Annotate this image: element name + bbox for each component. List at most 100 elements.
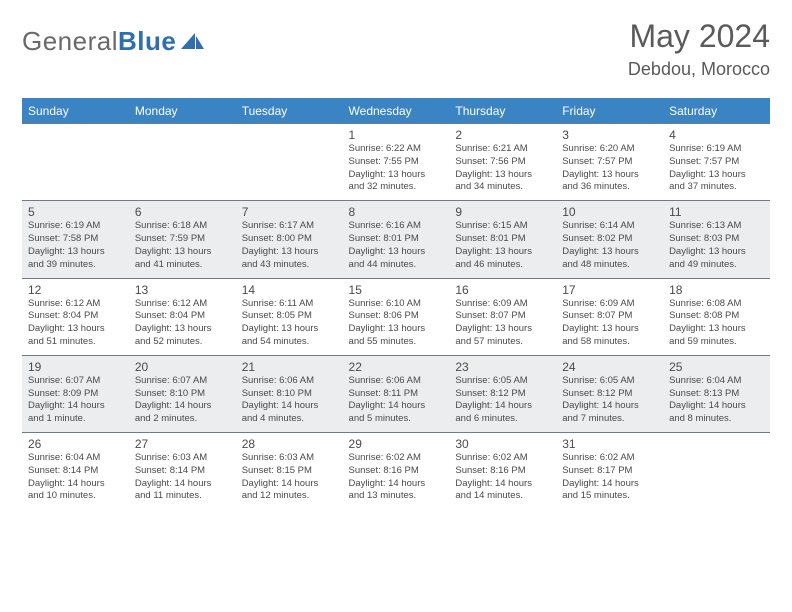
daylight-text-2: and 5 minutes. (349, 413, 444, 426)
day-info: Sunrise: 6:09 AMSunset: 8:07 PMDaylight:… (562, 298, 657, 349)
daylight-text-1: Daylight: 13 hours (562, 246, 657, 259)
day-info: Sunrise: 6:19 AMSunset: 7:57 PMDaylight:… (669, 143, 764, 194)
sunset-text: Sunset: 8:12 PM (455, 388, 550, 401)
sunset-text: Sunset: 8:00 PM (242, 233, 337, 246)
sunset-text: Sunset: 8:15 PM (242, 465, 337, 478)
daylight-text-1: Daylight: 14 hours (455, 478, 550, 491)
day-info: Sunrise: 6:05 AMSunset: 8:12 PMDaylight:… (455, 375, 550, 426)
sunset-text: Sunset: 8:12 PM (562, 388, 657, 401)
page-header: GeneralBlue May 2024 Debdou, Morocco (22, 18, 770, 80)
calendar-week-row: 12Sunrise: 6:12 AMSunset: 8:04 PMDayligh… (22, 278, 770, 355)
calendar-empty-cell (236, 124, 343, 201)
sunset-text: Sunset: 8:13 PM (669, 388, 764, 401)
sunset-text: Sunset: 8:11 PM (349, 388, 444, 401)
sunrise-text: Sunrise: 6:18 AM (135, 220, 230, 233)
calendar-empty-cell (22, 124, 129, 201)
calendar-day-cell: 30Sunrise: 6:02 AMSunset: 8:16 PMDayligh… (449, 433, 556, 510)
sunset-text: Sunset: 8:14 PM (28, 465, 123, 478)
day-number: 23 (455, 360, 550, 374)
daylight-text-1: Daylight: 14 hours (135, 400, 230, 413)
day-info: Sunrise: 6:15 AMSunset: 8:01 PMDaylight:… (455, 220, 550, 271)
calendar-day-cell: 20Sunrise: 6:07 AMSunset: 8:10 PMDayligh… (129, 355, 236, 432)
day-info: Sunrise: 6:09 AMSunset: 8:07 PMDaylight:… (455, 298, 550, 349)
day-number: 1 (349, 128, 444, 142)
weekday-header: Friday (556, 99, 663, 124)
sunrise-text: Sunrise: 6:10 AM (349, 298, 444, 311)
sunrise-text: Sunrise: 6:11 AM (242, 298, 337, 311)
day-info: Sunrise: 6:11 AMSunset: 8:05 PMDaylight:… (242, 298, 337, 349)
sunrise-text: Sunrise: 6:08 AM (669, 298, 764, 311)
day-info: Sunrise: 6:14 AMSunset: 8:02 PMDaylight:… (562, 220, 657, 271)
sunrise-text: Sunrise: 6:21 AM (455, 143, 550, 156)
sunset-text: Sunset: 8:17 PM (562, 465, 657, 478)
sunrise-text: Sunrise: 6:17 AM (242, 220, 337, 233)
day-number: 16 (455, 283, 550, 297)
sunrise-text: Sunrise: 6:03 AM (242, 452, 337, 465)
sunrise-text: Sunrise: 6:02 AM (562, 452, 657, 465)
sunrise-text: Sunrise: 6:05 AM (562, 375, 657, 388)
day-info: Sunrise: 6:03 AMSunset: 8:15 PMDaylight:… (242, 452, 337, 503)
day-number: 17 (562, 283, 657, 297)
daylight-text-1: Daylight: 13 hours (349, 323, 444, 336)
day-number: 25 (669, 360, 764, 374)
calendar-day-cell: 10Sunrise: 6:14 AMSunset: 8:02 PMDayligh… (556, 201, 663, 278)
sunrise-text: Sunrise: 6:22 AM (349, 143, 444, 156)
calendar-day-cell: 11Sunrise: 6:13 AMSunset: 8:03 PMDayligh… (663, 201, 770, 278)
daylight-text-1: Daylight: 13 hours (455, 169, 550, 182)
calendar-day-cell: 7Sunrise: 6:17 AMSunset: 8:00 PMDaylight… (236, 201, 343, 278)
day-info: Sunrise: 6:05 AMSunset: 8:12 PMDaylight:… (562, 375, 657, 426)
daylight-text-2: and 8 minutes. (669, 413, 764, 426)
sunset-text: Sunset: 8:05 PM (242, 310, 337, 323)
day-number: 8 (349, 205, 444, 219)
sunset-text: Sunset: 8:02 PM (562, 233, 657, 246)
sunset-text: Sunset: 7:55 PM (349, 156, 444, 169)
sunset-text: Sunset: 8:01 PM (349, 233, 444, 246)
weekday-header: Thursday (449, 99, 556, 124)
day-info: Sunrise: 6:07 AMSunset: 8:09 PMDaylight:… (28, 375, 123, 426)
calendar-day-cell: 9Sunrise: 6:15 AMSunset: 8:01 PMDaylight… (449, 201, 556, 278)
calendar-day-cell: 25Sunrise: 6:04 AMSunset: 8:13 PMDayligh… (663, 355, 770, 432)
weekday-header: Tuesday (236, 99, 343, 124)
day-info: Sunrise: 6:04 AMSunset: 8:13 PMDaylight:… (669, 375, 764, 426)
daylight-text-1: Daylight: 14 hours (28, 478, 123, 491)
day-info: Sunrise: 6:06 AMSunset: 8:11 PMDaylight:… (349, 375, 444, 426)
sunrise-text: Sunrise: 6:16 AM (349, 220, 444, 233)
daylight-text-2: and 1 minute. (28, 413, 123, 426)
day-number: 18 (669, 283, 764, 297)
sunrise-text: Sunrise: 6:04 AM (669, 375, 764, 388)
calendar-day-cell: 19Sunrise: 6:07 AMSunset: 8:09 PMDayligh… (22, 355, 129, 432)
day-info: Sunrise: 6:21 AMSunset: 7:56 PMDaylight:… (455, 143, 550, 194)
daylight-text-2: and 37 minutes. (669, 181, 764, 194)
sunset-text: Sunset: 8:16 PM (455, 465, 550, 478)
day-number: 31 (562, 437, 657, 451)
daylight-text-2: and 57 minutes. (455, 336, 550, 349)
sunrise-text: Sunrise: 6:13 AM (669, 220, 764, 233)
calendar-day-cell: 5Sunrise: 6:19 AMSunset: 7:58 PMDaylight… (22, 201, 129, 278)
sunset-text: Sunset: 7:57 PM (669, 156, 764, 169)
calendar-day-cell: 22Sunrise: 6:06 AMSunset: 8:11 PMDayligh… (343, 355, 450, 432)
sunset-text: Sunset: 8:01 PM (455, 233, 550, 246)
calendar-day-cell: 4Sunrise: 6:19 AMSunset: 7:57 PMDaylight… (663, 124, 770, 201)
sunrise-text: Sunrise: 6:15 AM (455, 220, 550, 233)
calendar-empty-cell (129, 124, 236, 201)
day-number: 9 (455, 205, 550, 219)
daylight-text-2: and 12 minutes. (242, 490, 337, 503)
calendar-day-cell: 24Sunrise: 6:05 AMSunset: 8:12 PMDayligh… (556, 355, 663, 432)
sunrise-text: Sunrise: 6:09 AM (562, 298, 657, 311)
daylight-text-1: Daylight: 14 hours (242, 478, 337, 491)
calendar-week-row: 1Sunrise: 6:22 AMSunset: 7:55 PMDaylight… (22, 124, 770, 201)
sunset-text: Sunset: 7:56 PM (455, 156, 550, 169)
daylight-text-1: Daylight: 13 hours (455, 246, 550, 259)
day-number: 27 (135, 437, 230, 451)
calendar-table: SundayMondayTuesdayWednesdayThursdayFrid… (22, 98, 770, 509)
daylight-text-2: and 2 minutes. (135, 413, 230, 426)
daylight-text-1: Daylight: 14 hours (349, 478, 444, 491)
day-info: Sunrise: 6:22 AMSunset: 7:55 PMDaylight:… (349, 143, 444, 194)
calendar-day-cell: 8Sunrise: 6:16 AMSunset: 8:01 PMDaylight… (343, 201, 450, 278)
calendar-day-cell: 18Sunrise: 6:08 AMSunset: 8:08 PMDayligh… (663, 278, 770, 355)
day-number: 2 (455, 128, 550, 142)
day-info: Sunrise: 6:02 AMSunset: 8:16 PMDaylight:… (455, 452, 550, 503)
sunset-text: Sunset: 8:16 PM (349, 465, 444, 478)
day-number: 30 (455, 437, 550, 451)
daylight-text-1: Daylight: 13 hours (135, 246, 230, 259)
